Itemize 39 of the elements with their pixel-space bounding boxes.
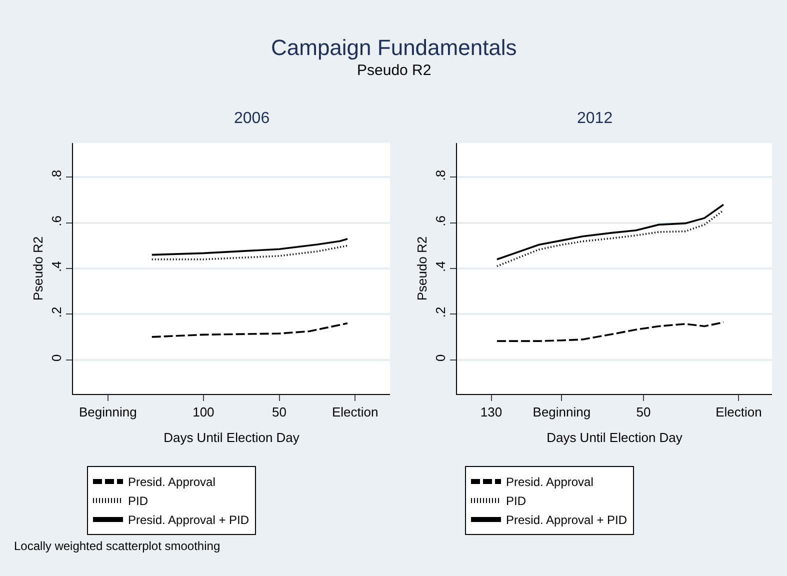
legend-label: Presid. Approval	[128, 475, 216, 490]
legend-label: Presid. Approval + PID	[506, 513, 628, 528]
y-tick-label: .2	[432, 306, 448, 318]
legend-label: PID	[506, 494, 526, 508]
text: Pseudo R2	[357, 62, 432, 79]
line-series	[150, 244, 348, 260]
x-tick-label: Election	[332, 404, 378, 420]
x-tick-label: 130	[480, 404, 502, 420]
x-tick-label: 100	[192, 404, 214, 420]
chart-title: 2012	[577, 110, 613, 127]
x-tick-label: 50	[636, 404, 651, 420]
y-tick-label: .6	[48, 215, 64, 226]
line-series	[496, 204, 724, 260]
y-axis-title: Pseudo R2	[30, 236, 46, 301]
chart-title: 2006	[234, 110, 270, 127]
x-tick-label: Election	[716, 404, 762, 420]
legend-label: PID	[128, 494, 148, 508]
line-series	[150, 322, 348, 338]
y-tick-label: .2	[48, 306, 64, 318]
y-tick-label: 0	[48, 354, 64, 362]
y-tick-label: .8	[432, 170, 448, 181]
y-tick-label: 0	[432, 354, 448, 362]
y-axis-title: Pseudo R2	[414, 236, 430, 301]
x-axis-title: Days Until Election Day	[164, 430, 300, 446]
y-tick-label: .8	[48, 170, 64, 181]
text: Locally weighted scatterplot smoothing	[14, 539, 220, 553]
legend-label: Presid. Approval + PID	[128, 513, 250, 528]
line-series	[496, 321, 724, 342]
x-tick-label: 50	[272, 404, 287, 420]
x-tick-label: Beginning	[532, 404, 591, 420]
y-tick-label: .6	[432, 215, 448, 226]
text: Campaign Fundamentals	[271, 35, 517, 60]
line-series	[150, 238, 348, 256]
x-axis-title: Days Until Election Day	[546, 430, 683, 446]
legend-label: Presid. Approval	[506, 475, 594, 490]
y-tick-label: .4	[48, 261, 64, 272]
line-series	[496, 209, 724, 268]
x-tick-label: Beginning	[78, 404, 137, 420]
y-tick-label: .4	[432, 261, 448, 272]
